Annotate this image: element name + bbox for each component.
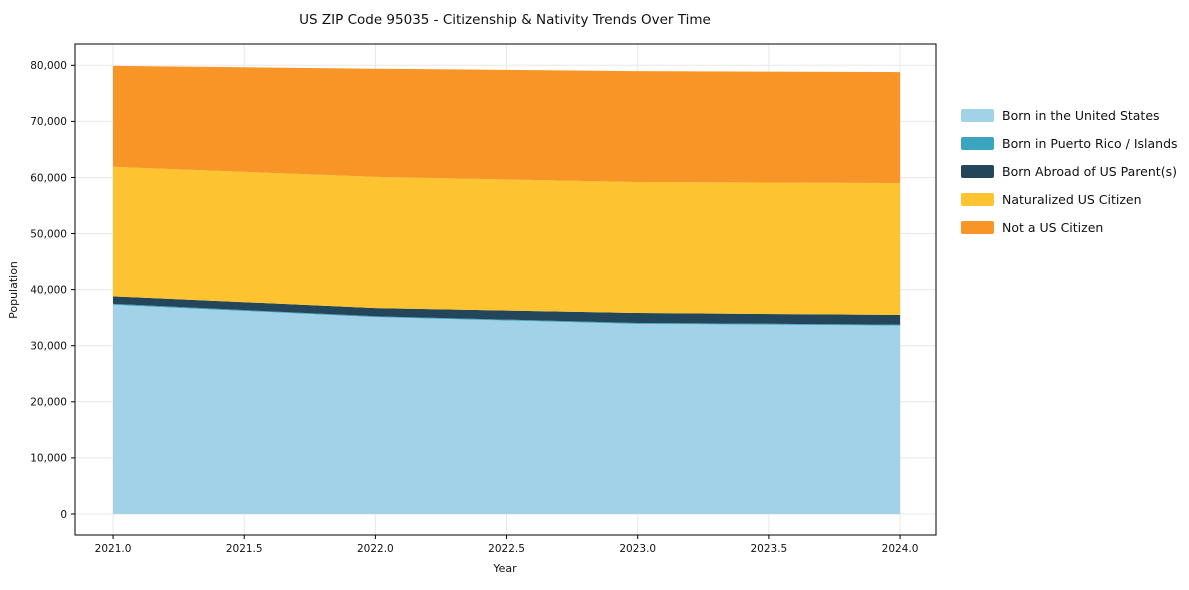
x-tick-label: 2021.5 <box>226 543 263 555</box>
legend-swatch <box>961 136 994 150</box>
x-axis-label: Year <box>492 562 517 575</box>
ticks-layer <box>71 64 901 539</box>
legend-label: Born in the United States <box>1002 107 1160 123</box>
y-tick-label: 50,000 <box>30 228 67 240</box>
legend-label: Naturalized US Citizen <box>1002 191 1142 207</box>
legend-item-not-citizen: Not a US Citizen <box>961 213 1178 241</box>
x-tick-label: 2023.0 <box>619 543 656 555</box>
legend-item-born-us: Born in the United States <box>961 101 1178 129</box>
legend-swatch <box>961 220 994 234</box>
x-tick-label: 2022.0 <box>357 543 394 555</box>
y-tick-label: 60,000 <box>30 172 67 184</box>
legend-swatch <box>961 192 994 206</box>
y-tick-label: 70,000 <box>30 116 67 128</box>
legend-item-born-pr: Born in Puerto Rico / Islands <box>961 129 1178 157</box>
areas-layer <box>113 65 901 514</box>
chart-title: US ZIP Code 95035 - Citizenship & Nativi… <box>299 12 711 28</box>
tick-labels-layer: 0 10,000 20,000 30,000 40,000 50,000 60,000 70,… <box>30 60 918 555</box>
area-series-4 <box>113 65 901 184</box>
legend-item-naturalized: Naturalized US Citizen <box>961 185 1178 213</box>
y-tick-label: 30,000 <box>30 341 67 353</box>
area-series-3 <box>113 166 901 315</box>
area-series-2 <box>113 296 901 325</box>
x-tick-label: 2023.5 <box>751 543 788 555</box>
y-tick-label: 10,000 <box>30 453 67 465</box>
x-tick-label: 2024.0 <box>882 543 919 555</box>
legend-item-born-abroad: Born Abroad of US Parent(s) <box>961 157 1178 185</box>
x-tick-label: 2022.5 <box>488 543 525 555</box>
legend-swatch <box>961 108 994 122</box>
legend-label: Born Abroad of US Parent(s) <box>1002 163 1177 179</box>
y-axis-label: Population <box>7 261 20 319</box>
legend-label: Not a US Citizen <box>1002 219 1104 235</box>
x-tick-label: 2021.0 <box>95 543 132 555</box>
y-tick-label: 20,000 <box>30 397 67 409</box>
legend-swatch <box>961 164 994 178</box>
y-tick-label: 40,000 <box>30 284 67 296</box>
y-tick-label: 80,000 <box>30 60 67 72</box>
legend: Born in the United States Born in Puerto… <box>961 101 1178 241</box>
y-tick-label: 0 <box>60 509 67 521</box>
legend-label: Born in Puerto Rico / Islands <box>1002 135 1178 151</box>
area-series-0 <box>113 304 901 514</box>
